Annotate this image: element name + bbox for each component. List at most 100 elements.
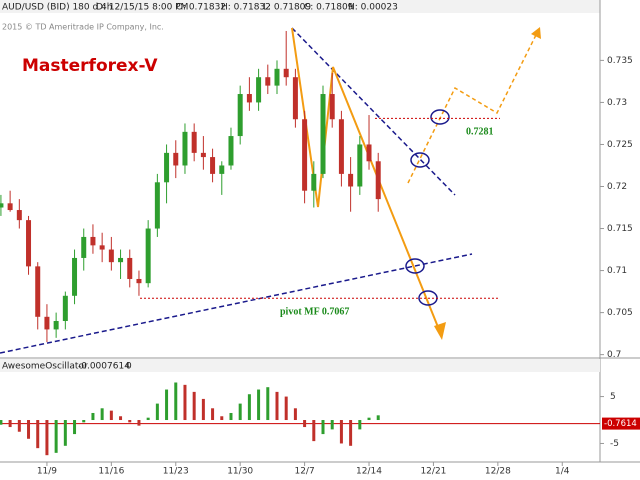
osc-bar: [100, 408, 104, 421]
y-tick-label: 0.71: [607, 266, 627, 276]
osc-bar: [257, 389, 261, 421]
osc-header-bar: [0, 359, 600, 372]
osc-bar: [303, 420, 307, 428]
candle-body: [99, 245, 105, 250]
y-tick-label: 0.7: [607, 350, 621, 360]
candle-body: [292, 77, 298, 120]
osc-bar: [119, 416, 123, 421]
candle-body: [320, 94, 326, 174]
osc-bar: [266, 387, 270, 421]
y-tick-label: 0.73: [607, 98, 627, 108]
candle-body: [136, 278, 142, 284]
osc-bar: [220, 416, 224, 421]
osc-bar: [0, 420, 3, 425]
osc-title: AwesomeOscillator: [2, 362, 88, 372]
x-tick-label: 12/14: [356, 467, 382, 477]
osc-bar: [229, 412, 233, 421]
candle-body: [366, 144, 372, 162]
osc-bar: [284, 396, 288, 421]
date: D: 12/15/15 8:00 PM: [96, 3, 188, 13]
circle: [430, 109, 450, 125]
candle-body: [173, 152, 179, 166]
candle-body: [237, 94, 243, 137]
circle: [410, 152, 430, 168]
close: C: 0.71809: [304, 3, 354, 13]
candle-body: [357, 144, 363, 187]
candle-body: [219, 165, 225, 174]
level-label: pivot MF 0.7067: [280, 307, 349, 318]
candle-body: [118, 257, 124, 263]
candle-body: [338, 119, 344, 174]
candle-body: [348, 173, 354, 187]
circle: [405, 258, 425, 274]
osc-bar: [128, 420, 132, 423]
candle-body: [0, 203, 4, 208]
forecast-line: [407, 34, 537, 184]
candle-body: [72, 257, 78, 296]
candle-body: [44, 316, 50, 330]
osc-bar: [275, 391, 279, 421]
osc-bar: [312, 420, 316, 442]
candle-body: [154, 182, 160, 229]
y-tick-label: 0.715: [607, 224, 633, 234]
x-tick-label: 12/21: [420, 467, 446, 477]
candle-body: [7, 203, 13, 211]
candle-body: [283, 68, 289, 78]
osc-bar: [82, 420, 86, 423]
osc-bar: [330, 420, 334, 430]
candle-body: [265, 77, 271, 86]
candle-body: [62, 295, 68, 322]
osc-bar: [376, 415, 380, 421]
osc-value: -0.0007614: [78, 362, 130, 372]
candle-body: [127, 257, 133, 279]
last-box: [602, 417, 640, 430]
x-tick-label: 11/16: [98, 467, 124, 477]
candle-body: [16, 210, 22, 221]
candle-body: [210, 157, 216, 174]
candle-body: [274, 68, 280, 86]
y-tick-label: 0.705: [607, 308, 633, 318]
candle-body: [256, 77, 262, 103]
candle-body: [200, 152, 206, 158]
osc-bar: [109, 410, 113, 421]
candle-body: [375, 161, 381, 200]
osc-bar: [27, 420, 31, 439]
candle-body: [164, 152, 170, 183]
osc-bar: [358, 420, 362, 430]
osc-bar: [183, 384, 187, 421]
osc-bar: [349, 420, 353, 446]
osc-bar: [165, 389, 169, 421]
candle-body: [26, 220, 32, 267]
y-tick-label: 0.72: [607, 182, 627, 192]
osc-bar: [17, 420, 21, 432]
osc-bar: [137, 420, 141, 426]
osc-bar: [339, 420, 343, 444]
x-tick-label: 1/4: [555, 467, 570, 477]
resistance-trendline: [291, 27, 456, 196]
candle-body: [311, 173, 317, 191]
y-tick-label: 0.725: [607, 140, 633, 150]
osc-bar: [238, 403, 242, 421]
x-tick-label: 11/23: [163, 467, 189, 477]
osc-bar: [73, 420, 77, 435]
candle-body: [182, 131, 188, 166]
x-tick-label: 11/30: [227, 467, 253, 477]
brand: Masterforex-V: [22, 56, 158, 76]
x-tick-label: 12/7: [294, 467, 314, 477]
osc-bar: [192, 391, 196, 421]
last-label: -0.7614: [604, 419, 637, 429]
osc-bar: [45, 420, 49, 456]
candle-body: [35, 266, 41, 317]
high: H: 0.71832: [221, 3, 271, 13]
osc-bar: [155, 403, 159, 421]
candle-body: [191, 131, 197, 153]
y-tick-label: 5: [610, 392, 616, 402]
osc-bar: [36, 420, 40, 449]
osc-bar: [201, 398, 205, 421]
candle-body: [108, 249, 114, 263]
header-bar: [0, 0, 600, 13]
osc-bar: [321, 420, 325, 435]
y-tick-label: 0.735: [607, 56, 633, 66]
